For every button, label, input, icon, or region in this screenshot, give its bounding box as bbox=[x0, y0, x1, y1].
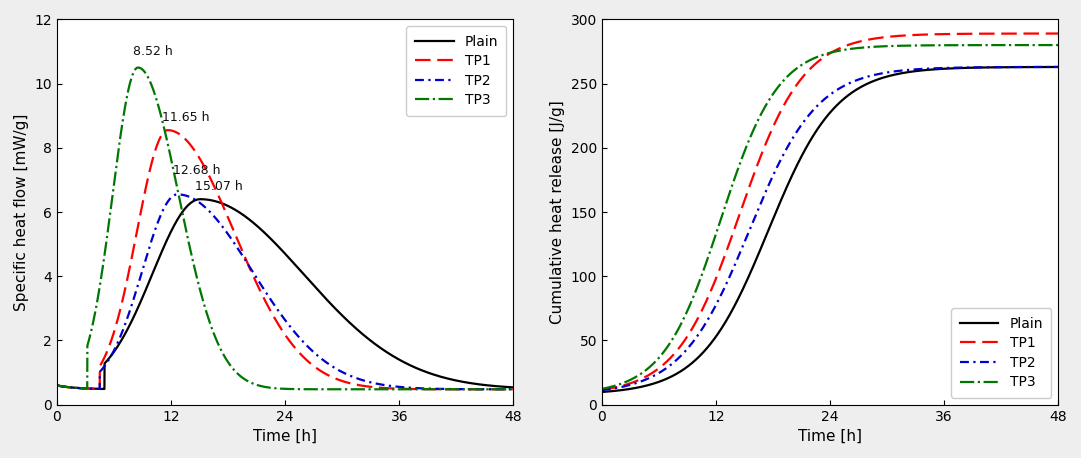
Line: TP1: TP1 bbox=[602, 33, 1058, 390]
TP3 bbox=[132, 65, 145, 70]
TP2 bbox=[1043, 64, 1056, 70]
Legend: Plain, TP1, TP2, TP3: Plain, TP1, TP2, TP3 bbox=[406, 26, 507, 116]
Y-axis label: Cumulative heat release [J/g]: Cumulative heat release [J/g] bbox=[550, 100, 565, 324]
Text: 11.65 h: 11.65 h bbox=[161, 111, 209, 124]
TP2 bbox=[51, 383, 64, 388]
TP3 bbox=[507, 387, 520, 392]
TP2 bbox=[596, 387, 609, 393]
TP1 bbox=[675, 343, 688, 348]
TP2 bbox=[245, 268, 258, 273]
Legend: Plain, TP1, TP2, TP3: Plain, TP1, TP2, TP3 bbox=[951, 308, 1052, 398]
TP1 bbox=[790, 82, 803, 87]
TP3 bbox=[790, 65, 803, 71]
TP3 bbox=[226, 365, 239, 371]
Line: Plain: Plain bbox=[57, 199, 513, 389]
Plain bbox=[226, 205, 239, 211]
TP2 bbox=[449, 387, 462, 392]
X-axis label: Time [h]: Time [h] bbox=[798, 429, 862, 444]
Line: Plain: Plain bbox=[602, 67, 1058, 392]
Plain bbox=[51, 383, 64, 388]
TP3 bbox=[993, 42, 1006, 48]
TP2 bbox=[171, 191, 184, 197]
TP3 bbox=[1052, 42, 1065, 48]
Plain bbox=[790, 163, 803, 169]
TP2 bbox=[1052, 64, 1065, 70]
TP2 bbox=[648, 373, 660, 378]
Plain bbox=[98, 386, 111, 392]
Text: 8.52 h: 8.52 h bbox=[133, 45, 173, 58]
Text: 15.07 h: 15.07 h bbox=[195, 180, 242, 193]
Plain bbox=[1043, 64, 1056, 70]
TP2 bbox=[675, 353, 688, 359]
Y-axis label: Specific heat flow [mW/g]: Specific heat flow [mW/g] bbox=[14, 113, 29, 311]
Line: TP3: TP3 bbox=[602, 45, 1058, 389]
X-axis label: Time [h]: Time [h] bbox=[253, 429, 317, 444]
TP1 bbox=[226, 224, 239, 230]
TP1 bbox=[130, 233, 143, 239]
Line: TP1: TP1 bbox=[57, 130, 513, 389]
Plain bbox=[675, 368, 688, 374]
Line: TP3: TP3 bbox=[57, 67, 513, 389]
TP1 bbox=[245, 270, 258, 276]
TP1 bbox=[103, 344, 116, 349]
TP2 bbox=[226, 237, 239, 243]
TP1 bbox=[596, 387, 609, 393]
TP1 bbox=[51, 383, 64, 388]
TP2 bbox=[507, 387, 520, 392]
Plain bbox=[648, 381, 660, 386]
Plain bbox=[771, 207, 784, 213]
TP3 bbox=[675, 322, 688, 327]
TP1 bbox=[449, 387, 462, 392]
TP1 bbox=[161, 127, 174, 133]
TP3 bbox=[449, 387, 462, 392]
TP2 bbox=[130, 289, 143, 294]
TP3 bbox=[51, 383, 64, 388]
TP3 bbox=[130, 65, 143, 71]
TP3 bbox=[1043, 42, 1056, 48]
TP2 bbox=[498, 387, 511, 392]
TP2 bbox=[771, 165, 784, 170]
TP3 bbox=[245, 381, 258, 386]
Plain bbox=[507, 385, 520, 390]
TP3 bbox=[648, 360, 660, 366]
TP3 bbox=[103, 219, 116, 225]
TP3 bbox=[496, 387, 509, 392]
TP2 bbox=[103, 357, 116, 362]
Plain bbox=[449, 378, 462, 383]
Line: TP2: TP2 bbox=[602, 67, 1058, 390]
TP2 bbox=[993, 65, 1006, 70]
Text: 12.68 h: 12.68 h bbox=[173, 164, 221, 177]
TP3 bbox=[596, 386, 609, 392]
Plain bbox=[193, 196, 206, 202]
Plain bbox=[245, 219, 258, 224]
TP2 bbox=[790, 129, 803, 135]
Plain bbox=[993, 65, 1006, 70]
TP1 bbox=[1043, 31, 1056, 36]
TP1 bbox=[507, 387, 520, 392]
TP3 bbox=[498, 387, 511, 392]
Plain bbox=[596, 389, 609, 395]
TP1 bbox=[993, 31, 1006, 36]
TP1 bbox=[648, 369, 660, 375]
Line: TP2: TP2 bbox=[57, 194, 513, 389]
Plain bbox=[498, 384, 511, 390]
Plain bbox=[130, 309, 143, 314]
TP1 bbox=[498, 387, 511, 392]
Plain bbox=[1052, 64, 1065, 70]
Plain bbox=[103, 355, 116, 361]
TP3 bbox=[771, 86, 784, 92]
TP1 bbox=[771, 116, 784, 122]
TP1 bbox=[1052, 31, 1065, 36]
